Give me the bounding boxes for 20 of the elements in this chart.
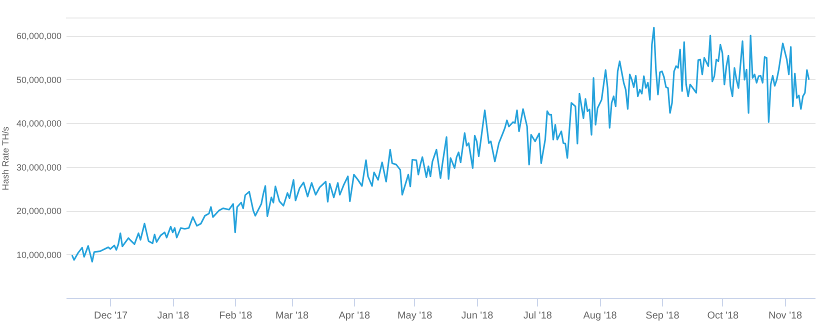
y-tick-label: 60,000,000	[16, 31, 62, 41]
x-tick-label: Aug '18	[583, 310, 618, 322]
line-series	[71, 26, 810, 262]
y-tick-label: 50,000,000	[16, 74, 62, 85]
x-tick-label: Nov '18	[768, 310, 803, 322]
x-tick-label: Mar '18	[275, 310, 309, 322]
x-tick-label: Jul '18	[523, 310, 552, 322]
y-tick-label: 10,000,000	[16, 250, 62, 260]
x-tick-label: Dec '17	[94, 310, 128, 322]
y-tick-label: 30,000,000	[16, 162, 62, 172]
x-tick-label: Jan '18	[157, 310, 190, 322]
x-tick-label: Oct '18	[707, 310, 739, 322]
x-tick-label: Feb '18	[219, 310, 253, 322]
x-tick-label: May '18	[397, 310, 433, 322]
x-tick-label: Sep '18	[646, 310, 680, 322]
y-axis-title: Hash Rate TH/s	[0, 126, 10, 190]
y-tick-label: 40,000,000	[16, 118, 62, 128]
x-tick-label: Apr '18	[338, 310, 371, 322]
y-tick-label: 20,000,000	[16, 206, 62, 216]
x-tick-label: Jun '18	[461, 310, 494, 322]
